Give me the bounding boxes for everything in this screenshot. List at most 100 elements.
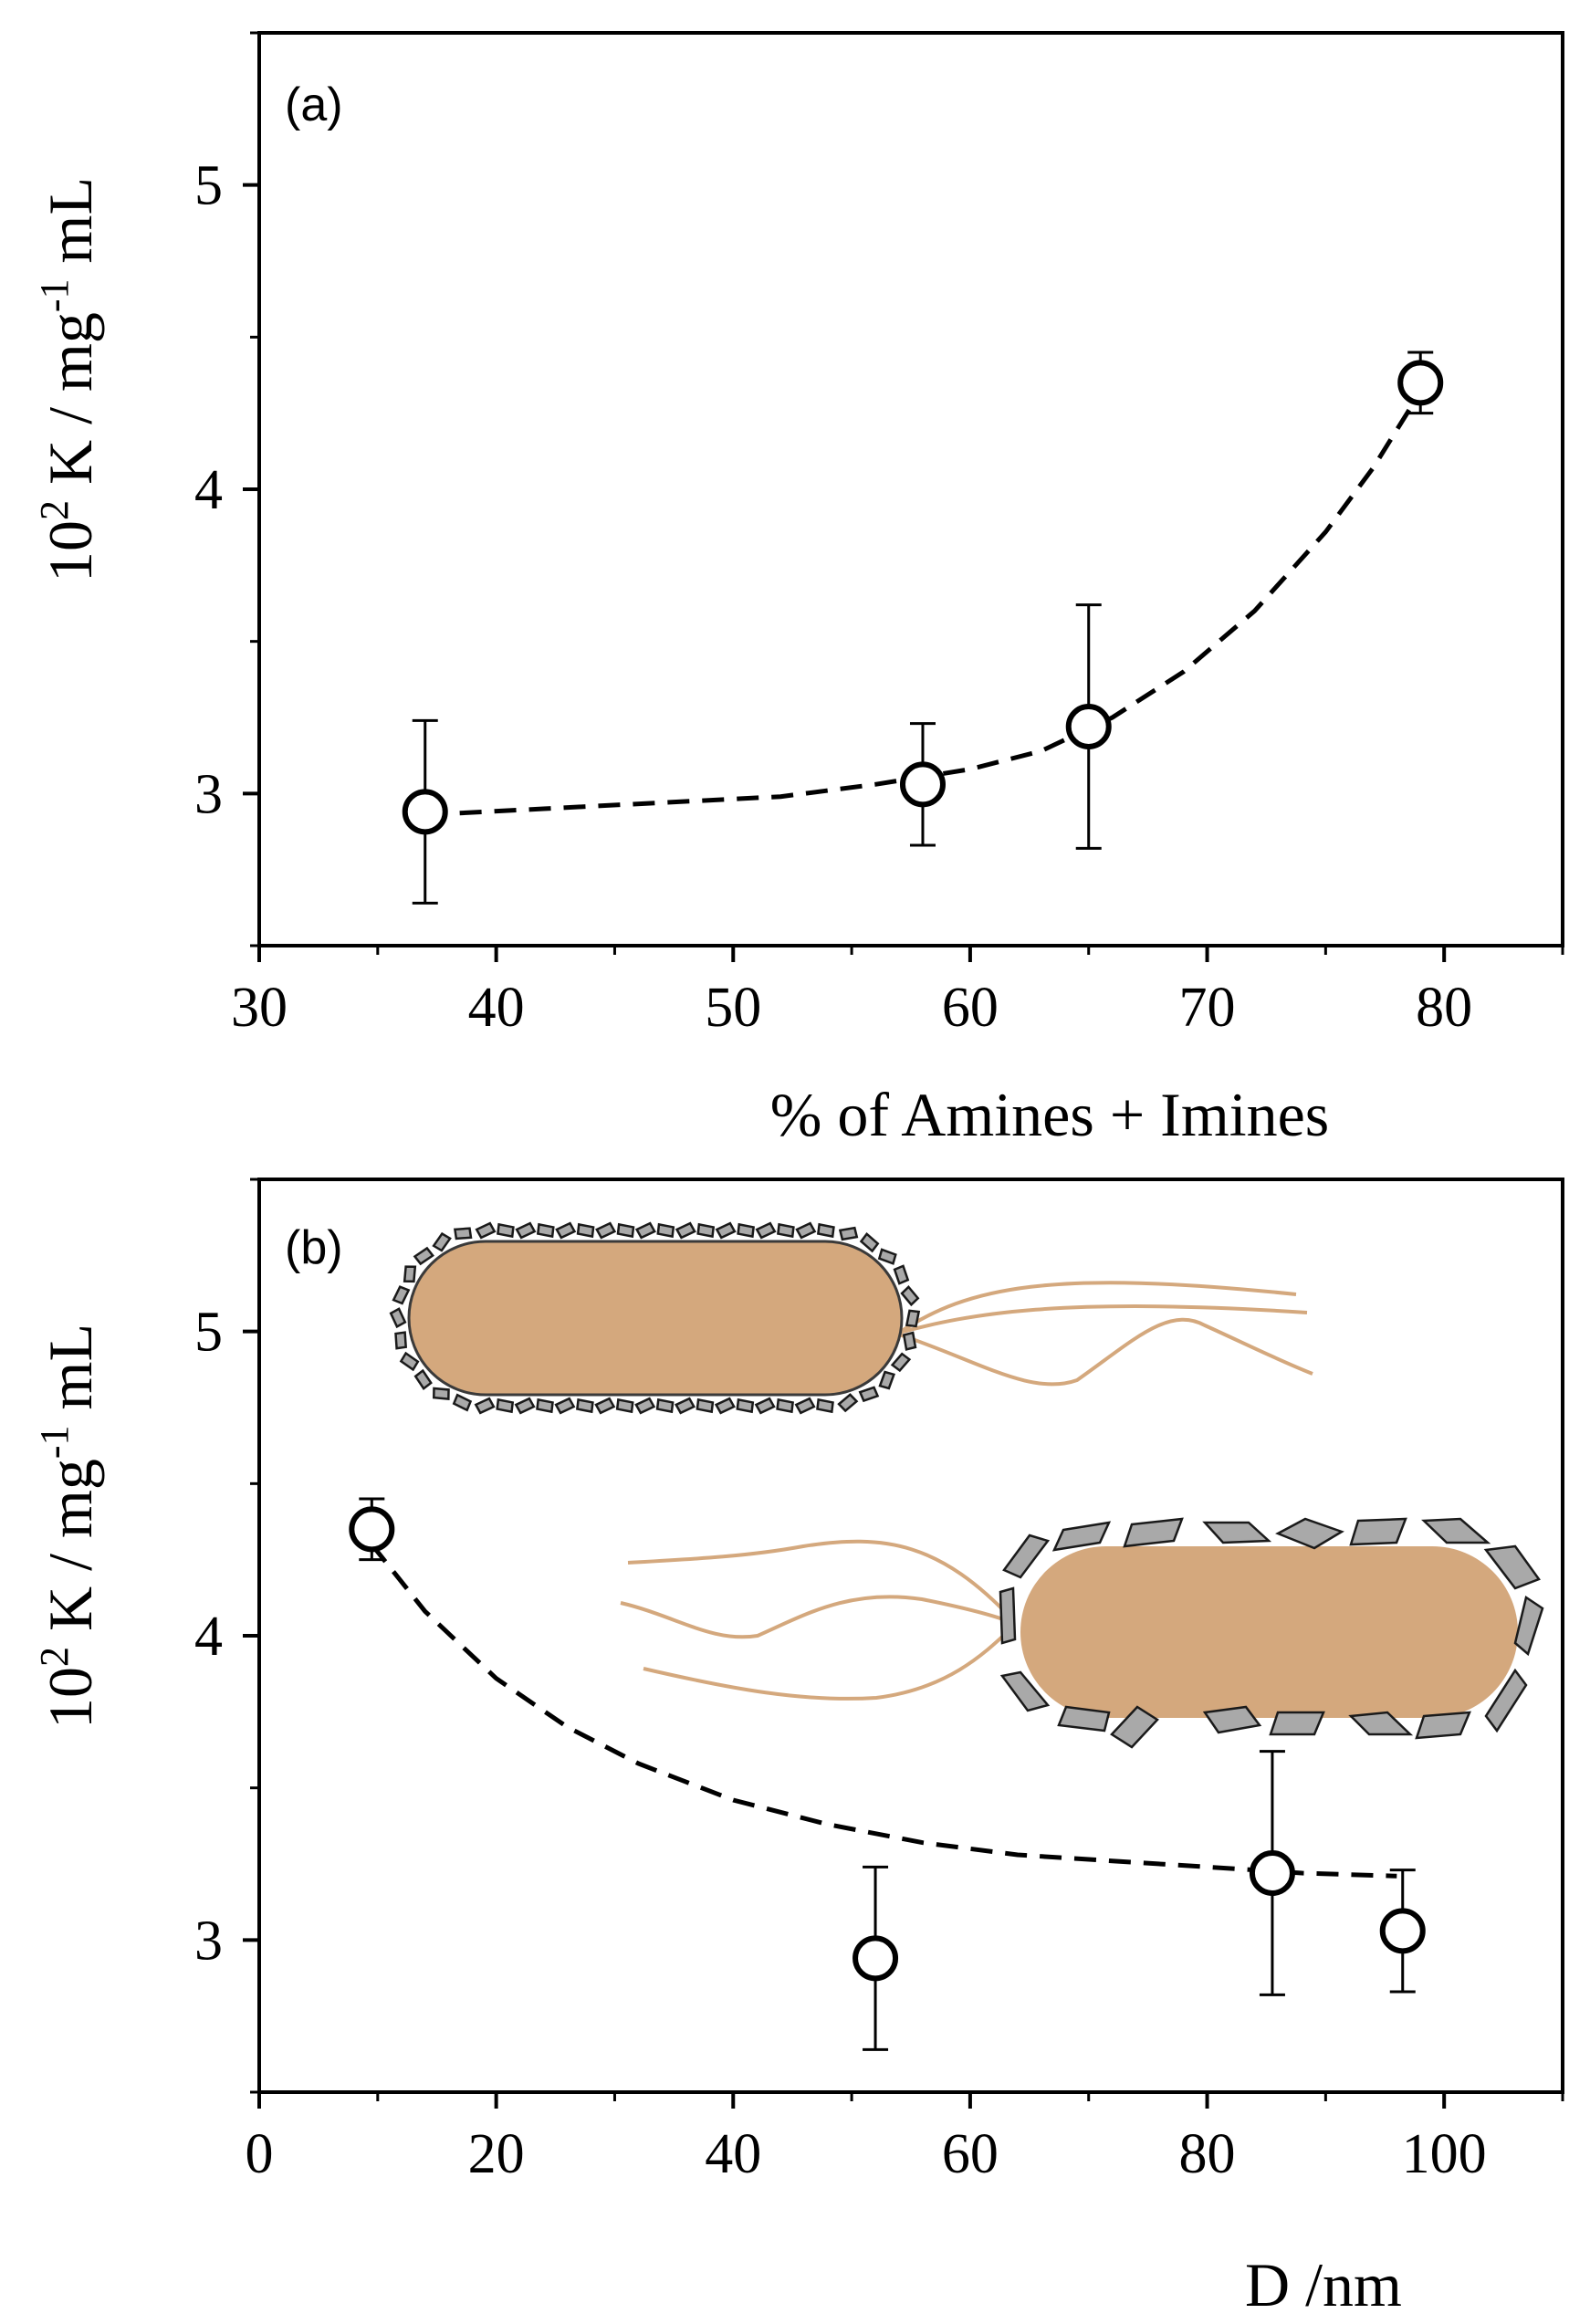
particle-small bbox=[877, 1248, 897, 1265]
y-tick-label: 5 bbox=[194, 155, 223, 217]
data-point bbox=[1379, 1908, 1426, 1954]
particle-small bbox=[837, 1393, 859, 1413]
particle-large bbox=[1202, 1705, 1262, 1734]
ticks-b bbox=[243, 1178, 1564, 2109]
x-axis-title-b: D /nm bbox=[1245, 2250, 1402, 2319]
x-tick-label: 60 bbox=[942, 2123, 999, 2185]
particle-small bbox=[554, 1397, 576, 1415]
data-points-a bbox=[402, 351, 1444, 905]
particle-small bbox=[714, 1397, 736, 1415]
particle-large bbox=[1110, 1705, 1159, 1749]
flagella-upper bbox=[897, 1281, 1313, 1387]
particle-small bbox=[389, 1307, 407, 1329]
y-tick-label: 4 bbox=[194, 1606, 223, 1668]
particle-small bbox=[474, 1397, 496, 1415]
particle-small bbox=[795, 1221, 817, 1240]
y-axis-title-b: 102 K / mg-1 mL bbox=[32, 1324, 105, 1729]
particle-large bbox=[1483, 1544, 1541, 1590]
particle-small bbox=[536, 1222, 555, 1239]
particle-small bbox=[536, 1398, 554, 1414]
particle-small bbox=[496, 1398, 515, 1414]
y-axis-title-a-exp-1: -1 bbox=[32, 278, 77, 312]
particle-small bbox=[615, 1398, 634, 1414]
flagella-lower bbox=[620, 1539, 1015, 1701]
particle-small bbox=[392, 1285, 411, 1305]
particle-small bbox=[859, 1231, 880, 1253]
particle-small bbox=[893, 1264, 910, 1285]
y-axis-title-b-exp-1: -1 bbox=[32, 1425, 77, 1459]
particle-small bbox=[816, 1398, 834, 1414]
particle-large bbox=[1057, 1705, 1111, 1733]
particle-large bbox=[1051, 1521, 1112, 1552]
particle-small bbox=[858, 1386, 880, 1403]
fit-curve-line bbox=[370, 1543, 1397, 1879]
fit-curve-a bbox=[424, 390, 1423, 818]
particle-large bbox=[1349, 1517, 1407, 1546]
data-point bbox=[899, 761, 946, 808]
particle-large bbox=[999, 1586, 1017, 1645]
particle-small bbox=[515, 1221, 537, 1240]
x-tick-label: 0 bbox=[246, 2123, 274, 2185]
fit-curve-line bbox=[424, 390, 1423, 818]
particle-small bbox=[696, 1222, 716, 1239]
particle-small bbox=[674, 1397, 696, 1415]
y-tick-label: 5 bbox=[194, 1302, 223, 1364]
particle-small bbox=[594, 1397, 616, 1415]
particle-large bbox=[1002, 1534, 1051, 1579]
particle-small bbox=[576, 1222, 595, 1239]
particle-small bbox=[433, 1387, 450, 1401]
x-tick-label: 40 bbox=[705, 2123, 761, 2185]
ticks-a bbox=[243, 31, 1564, 962]
x-tick-label: 70 bbox=[1179, 977, 1236, 1039]
data-point bbox=[1397, 360, 1444, 406]
data-point bbox=[349, 1506, 395, 1553]
particle-small bbox=[736, 1398, 755, 1414]
x-tick-label: 40 bbox=[468, 977, 525, 1039]
chart-panel-a: (a) 30 40 50 60 70 80 3 4 5 % of Amines + Imines… bbox=[32, 31, 1564, 1149]
particle-small bbox=[413, 1246, 434, 1266]
particle-small bbox=[902, 1331, 917, 1351]
y-axis-title-a-exp2: 2 bbox=[32, 500, 77, 520]
x-axis-title-a: % of Amines + Imines bbox=[770, 1080, 1330, 1149]
large-particles bbox=[999, 1517, 1544, 1749]
particle-small bbox=[595, 1221, 617, 1240]
particle-small bbox=[696, 1398, 715, 1414]
particle-large bbox=[1415, 1711, 1471, 1740]
particle-small bbox=[656, 1222, 675, 1239]
particle-small bbox=[715, 1221, 737, 1240]
particle-small bbox=[403, 1265, 417, 1283]
bacterium-small-particles-illustration bbox=[389, 1221, 1313, 1415]
particle-small bbox=[838, 1226, 859, 1241]
data-point bbox=[402, 789, 448, 835]
particle-small bbox=[905, 1309, 921, 1328]
bacterium-body-small bbox=[407, 1240, 904, 1397]
particle-small bbox=[432, 1231, 452, 1252]
fit-curve-b bbox=[370, 1543, 1397, 1879]
particle-small bbox=[634, 1221, 656, 1240]
particle-large bbox=[1348, 1711, 1414, 1736]
particle-small bbox=[754, 1397, 776, 1415]
particle-large bbox=[1275, 1517, 1344, 1550]
chart-panel-b: (b) bbox=[32, 1178, 1564, 2319]
particle-small bbox=[777, 1222, 795, 1239]
particle-small bbox=[475, 1221, 497, 1240]
y-axis-title-a: 102 K / mg-1 mL bbox=[32, 177, 105, 582]
particle-small bbox=[900, 1285, 920, 1307]
particle-small bbox=[878, 1370, 895, 1390]
particle-small bbox=[755, 1221, 777, 1240]
tick-labels-b: 0 20 40 60 80 100 3 4 5 bbox=[194, 1302, 1487, 2185]
particle-small bbox=[655, 1398, 675, 1414]
particle-small bbox=[737, 1222, 755, 1239]
particle-large bbox=[1202, 1521, 1272, 1544]
tick-labels-a: 30 40 50 60 70 80 3 4 5 bbox=[194, 155, 1472, 1039]
bacterium-large-particles-illustration bbox=[620, 1517, 1544, 1749]
particle-small bbox=[394, 1331, 408, 1350]
particle-small bbox=[776, 1398, 794, 1414]
particle-large bbox=[1421, 1517, 1491, 1544]
particle-large bbox=[1484, 1668, 1528, 1733]
particle-small bbox=[453, 1227, 473, 1241]
particle-small bbox=[634, 1397, 656, 1415]
data-points-b bbox=[349, 1497, 1426, 2051]
particle-large bbox=[1269, 1711, 1325, 1736]
particle-small bbox=[616, 1222, 635, 1239]
